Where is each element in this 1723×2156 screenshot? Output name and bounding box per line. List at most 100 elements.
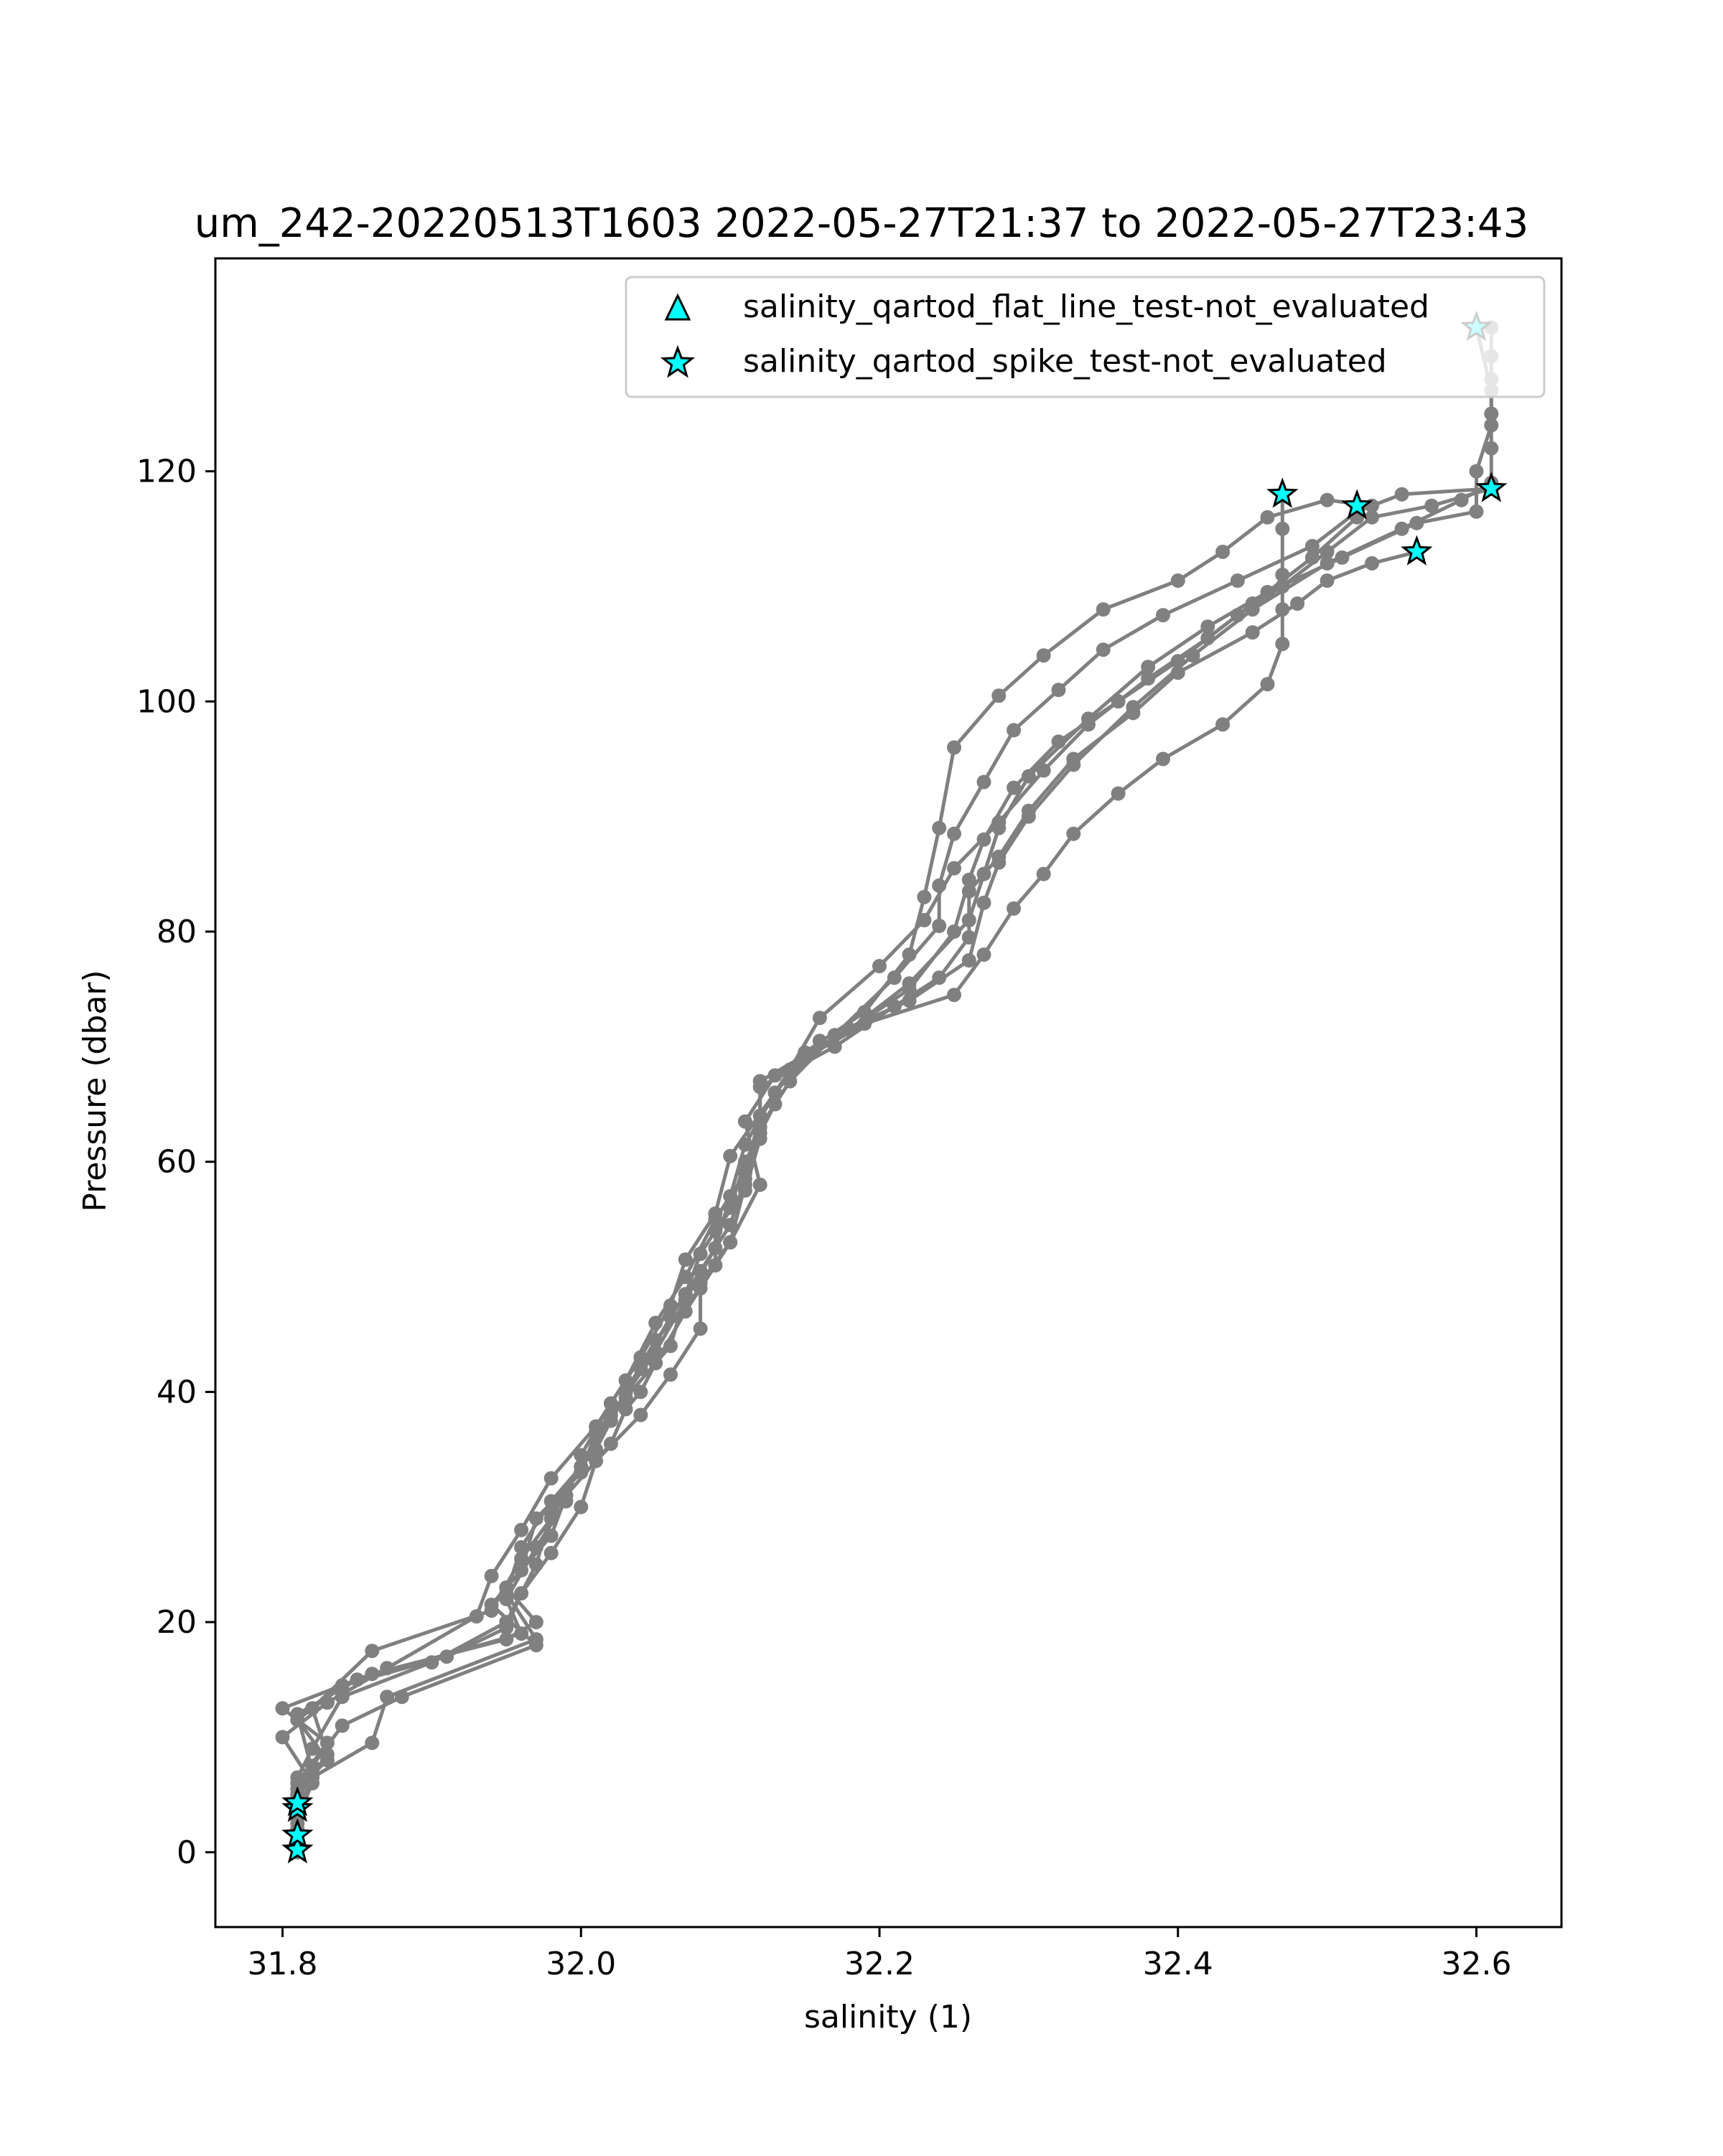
- data-point: [633, 1407, 648, 1423]
- data-point: [1007, 723, 1022, 738]
- data-point: [872, 959, 887, 974]
- data-point: [484, 1603, 499, 1618]
- data-point: [1304, 538, 1320, 553]
- data-point: [1036, 648, 1051, 663]
- data-point: [305, 1741, 320, 1756]
- data-point: [1036, 866, 1051, 881]
- data-point: [305, 1701, 320, 1716]
- data-point: [767, 1085, 783, 1100]
- data-point: [1245, 602, 1260, 617]
- data-point: [1484, 418, 1499, 433]
- data-point: [723, 1148, 738, 1163]
- legend-box: [625, 276, 1546, 398]
- data-point: [528, 1557, 543, 1572]
- data-point: [1156, 751, 1170, 767]
- data-point: [1096, 602, 1111, 617]
- data-point: [991, 820, 1007, 835]
- data-point: [1290, 596, 1305, 611]
- x-axis-label: salinity (1): [804, 1999, 972, 2035]
- data-point: [723, 1234, 738, 1250]
- data-point: [1365, 556, 1379, 571]
- x-tick-label: 32.4: [1143, 1946, 1213, 1982]
- data-point: [976, 895, 991, 910]
- data-point: [1260, 677, 1275, 692]
- legend: salinity_qartod_flat_line_test-not_evalu…: [625, 276, 1546, 398]
- series-line-5: [295, 487, 1492, 1824]
- data-point: [1484, 441, 1499, 456]
- data-point: [365, 1644, 380, 1659]
- data-point: [319, 1747, 335, 1762]
- data-point: [932, 919, 947, 933]
- data-point: [1409, 515, 1424, 530]
- data-point: [648, 1333, 663, 1348]
- data-point: [1066, 757, 1081, 772]
- data-point: [708, 1206, 723, 1221]
- data-point: [1170, 665, 1185, 680]
- data-point: [947, 740, 961, 755]
- y-axis: 0 20 40 60 80 100 120: [136, 454, 215, 1871]
- data-point: [991, 855, 1007, 870]
- x-axis: 31.8 32.0 32.2 32.4 32.6: [248, 1927, 1512, 1982]
- data-point: [961, 913, 976, 927]
- data-point: [618, 1402, 633, 1417]
- spike-flag-star: [281, 1833, 314, 1864]
- legend-star-marker: [660, 345, 696, 378]
- data-point: [961, 872, 976, 887]
- spike-flag-star: [281, 1818, 314, 1849]
- chart-title: um_242-20220513T1603 2022-05-27T21:37 to…: [195, 200, 1529, 247]
- data-point: [663, 1367, 678, 1382]
- data-point: [693, 1321, 708, 1336]
- y-tick-label: 20: [157, 1604, 197, 1641]
- data-point: [484, 1568, 499, 1583]
- data-point: [902, 947, 917, 962]
- data-point: [708, 1241, 723, 1255]
- spike-flag-star: [281, 1786, 314, 1817]
- data-point: [514, 1522, 529, 1537]
- data-point: [1141, 671, 1156, 686]
- plot-frame: [214, 257, 1563, 1928]
- data-point: [947, 826, 961, 841]
- data-point: [1469, 464, 1484, 479]
- data-point: [1454, 492, 1469, 507]
- data-point: [1200, 619, 1215, 634]
- data-point: [350, 1672, 365, 1687]
- data-point: [752, 1125, 767, 1140]
- data-point: [528, 1615, 543, 1630]
- data-point: [1275, 602, 1290, 617]
- data-point: [335, 1718, 350, 1733]
- data-point: [305, 1770, 320, 1785]
- data-point: [976, 866, 991, 881]
- data-point: [499, 1615, 514, 1630]
- data-point: [917, 889, 932, 904]
- data-point: [737, 1137, 752, 1152]
- data-point: [618, 1384, 633, 1400]
- data-point: [1215, 717, 1231, 732]
- data-point: [543, 1545, 559, 1560]
- data-point: [902, 976, 917, 991]
- y-tick-label: 100: [136, 683, 197, 720]
- data-point: [1066, 826, 1081, 841]
- data-point: [1469, 504, 1484, 519]
- data-point: [752, 1074, 767, 1089]
- data-point: [723, 1189, 738, 1204]
- data-point: [1021, 769, 1036, 784]
- data-point: [1260, 585, 1275, 599]
- x-tick-label: 32.6: [1442, 1946, 1512, 1982]
- data-point: [589, 1442, 604, 1457]
- y-tick-label: 40: [157, 1374, 197, 1410]
- spike-flag-star: [1401, 535, 1433, 566]
- data-point: [1335, 550, 1350, 565]
- x-tick-label: 32.0: [546, 1946, 616, 1982]
- spike-flag-star: [1475, 472, 1508, 502]
- data-point: [1007, 780, 1022, 795]
- data-point: [947, 861, 961, 876]
- data-point: [290, 1707, 305, 1722]
- data-point: [1275, 521, 1290, 536]
- data-point: [932, 820, 947, 835]
- data-point: [1051, 683, 1066, 698]
- data-point: [528, 1511, 543, 1526]
- data-point: [991, 688, 1007, 703]
- data-point: [737, 1114, 752, 1129]
